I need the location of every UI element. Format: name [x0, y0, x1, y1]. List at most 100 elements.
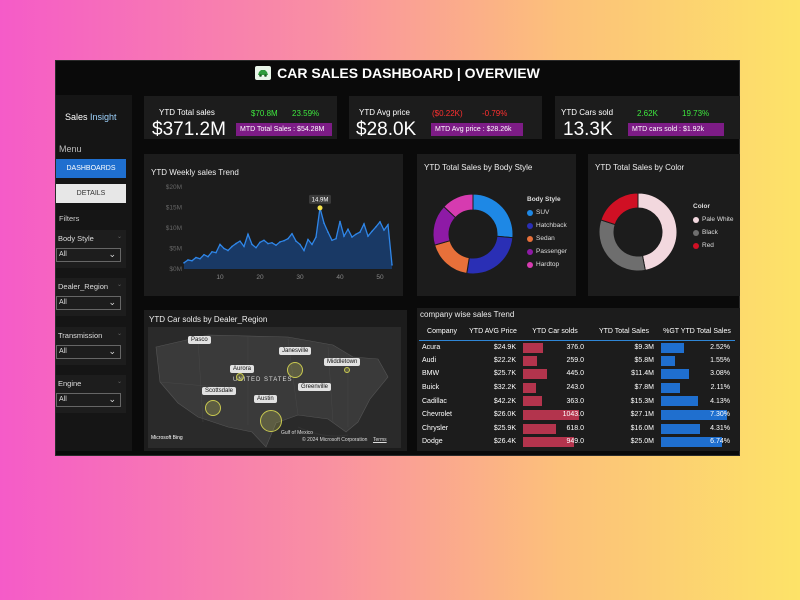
- trend-point[interactable]: [271, 241, 273, 244]
- trend-point[interactable]: [383, 229, 385, 231]
- trend-point[interactable]: [327, 231, 329, 233]
- column-header[interactable]: YTD AVG Price: [465, 323, 521, 341]
- table-row[interactable]: Buick $32.2K 243.0 $7.8M 2.11%: [419, 381, 735, 395]
- trend-point[interactable]: [223, 247, 225, 250]
- trend-point[interactable]: [299, 243, 301, 246]
- trend-point[interactable]: [247, 233, 249, 235]
- trend-point[interactable]: [211, 250, 213, 253]
- trend-point[interactable]: [359, 231, 361, 233]
- pin-scottsdale[interactable]: Scottsdale: [202, 387, 237, 395]
- trend-point[interactable]: [367, 235, 369, 237]
- trend-point[interactable]: [259, 241, 261, 244]
- trend-point[interactable]: [263, 239, 265, 242]
- legend-item[interactable]: Pale White: [693, 213, 733, 226]
- peak-marker[interactable]: [317, 205, 323, 211]
- table-row[interactable]: BMW $25.7K 445.0 $11.4M 3.08%: [419, 367, 735, 381]
- donut-slice-black[interactable]: [598, 219, 646, 272]
- trend-point[interactable]: [339, 220, 341, 223]
- region-bubble[interactable]: [344, 367, 350, 373]
- legend-item[interactable]: Passenger: [527, 245, 567, 258]
- trend-point[interactable]: [203, 253, 205, 256]
- trend-point[interactable]: [379, 221, 381, 223]
- legend-item[interactable]: Hardtop: [527, 258, 567, 271]
- trend-point[interactable]: [227, 249, 229, 252]
- trend-point[interactable]: [375, 225, 377, 228]
- donut-slice-sedan[interactable]: [433, 240, 470, 275]
- donut-slice-hardtop[interactable]: [443, 193, 474, 219]
- trend-point[interactable]: [187, 259, 189, 261]
- transmission-select[interactable]: All ⌄: [56, 345, 121, 359]
- trend-point[interactable]: [331, 239, 333, 242]
- trend-point[interactable]: [351, 236, 353, 238]
- region-bubble[interactable]: [260, 410, 282, 432]
- dealer-region-map[interactable]: UNITED STATES Gulf of Mexico Pasco Janes…: [148, 327, 401, 448]
- trend-point[interactable]: [251, 243, 253, 246]
- column-header[interactable]: YTD Total Sales: [589, 323, 659, 341]
- trend-point[interactable]: [195, 256, 197, 259]
- trend-point[interactable]: [199, 257, 201, 260]
- trend-point[interactable]: [267, 242, 269, 245]
- region-bubble[interactable]: [205, 400, 221, 416]
- donut-slice-red[interactable]: [600, 192, 639, 226]
- trend-point[interactable]: [323, 222, 325, 224]
- legend-item[interactable]: Red: [693, 239, 733, 252]
- trend-point[interactable]: [347, 228, 349, 231]
- trend-point[interactable]: [275, 244, 277, 247]
- trend-point[interactable]: [363, 223, 365, 225]
- pin-greenville[interactable]: Greenville: [298, 383, 332, 391]
- trend-point[interactable]: [291, 232, 293, 235]
- trend-point[interactable]: [235, 242, 237, 245]
- table-row[interactable]: Audi $22.2K 259.0 $5.8M 1.55%: [419, 354, 735, 368]
- table-row[interactable]: Chevrolet $26.0K 1043.0 $27.1M 7.30%: [419, 408, 735, 422]
- trend-point[interactable]: [191, 260, 193, 262]
- dashboards-button[interactable]: DASHBOARDS: [56, 159, 126, 178]
- legend-item[interactable]: Black: [693, 226, 733, 239]
- pin-aurora[interactable]: Aurora: [230, 365, 255, 373]
- body-style-select[interactable]: All ⌄: [56, 248, 121, 262]
- trend-point[interactable]: [371, 230, 373, 233]
- region-bubble[interactable]: [236, 373, 244, 381]
- trend-point[interactable]: [387, 223, 389, 226]
- pin-pasco[interactable]: Pasco: [188, 336, 211, 344]
- trend-point[interactable]: [243, 245, 245, 248]
- trend-point[interactable]: [315, 236, 317, 238]
- donut-slice-pale-white[interactable]: [637, 192, 678, 271]
- table-row[interactable]: Dodge $26.4K 949.0 $25.0M 6.74%: [419, 435, 735, 449]
- trend-point[interactable]: [287, 237, 289, 240]
- region-bubble[interactable]: [287, 362, 303, 378]
- details-button[interactable]: DETAILS: [56, 184, 126, 203]
- donut-slice-hatchback[interactable]: [466, 235, 514, 275]
- trend-point[interactable]: [343, 235, 345, 237]
- trend-point[interactable]: [215, 251, 217, 254]
- table-row[interactable]: Acura $24.9K 376.0 $9.3M 2.52%: [419, 340, 735, 354]
- trend-point[interactable]: [183, 262, 185, 264]
- trend-point[interactable]: [391, 264, 393, 266]
- trend-point[interactable]: [231, 245, 233, 248]
- trend-point[interactable]: [307, 238, 309, 241]
- trend-point[interactable]: [239, 240, 241, 242]
- table-row[interactable]: Chrysler $25.9K 618.0 $16.0M 4.31%: [419, 422, 735, 436]
- pin-janesville[interactable]: Janesville: [279, 347, 312, 355]
- trend-point[interactable]: [355, 233, 357, 235]
- column-header[interactable]: %GT YTD Total Sales: [659, 323, 735, 341]
- pin-austin[interactable]: Austin: [254, 395, 277, 403]
- trend-point[interactable]: [335, 237, 337, 240]
- trend-point[interactable]: [303, 249, 305, 252]
- trend-point[interactable]: [279, 241, 281, 243]
- pin-middletown[interactable]: Middletown: [324, 358, 361, 366]
- legend-item[interactable]: Sedan: [527, 232, 567, 245]
- legend-item[interactable]: Hatchback: [527, 219, 567, 232]
- engine-select[interactable]: All ⌄: [56, 393, 121, 407]
- trend-point[interactable]: [219, 243, 221, 246]
- trend-point[interactable]: [255, 246, 257, 249]
- column-header[interactable]: Company: [419, 323, 465, 341]
- map-terms-link[interactable]: Terms: [373, 437, 387, 443]
- legend-item[interactable]: SUV: [527, 206, 567, 219]
- trend-point[interactable]: [283, 239, 285, 242]
- table-row[interactable]: Cadillac $42.2K 363.0 $15.3M 4.13%: [419, 394, 735, 408]
- trend-point[interactable]: [295, 240, 297, 242]
- trend-point[interactable]: [207, 255, 209, 258]
- donut-slice-suv[interactable]: [472, 193, 514, 239]
- trend-point[interactable]: [311, 243, 313, 246]
- dealer-region-select[interactable]: All ⌄: [56, 296, 121, 310]
